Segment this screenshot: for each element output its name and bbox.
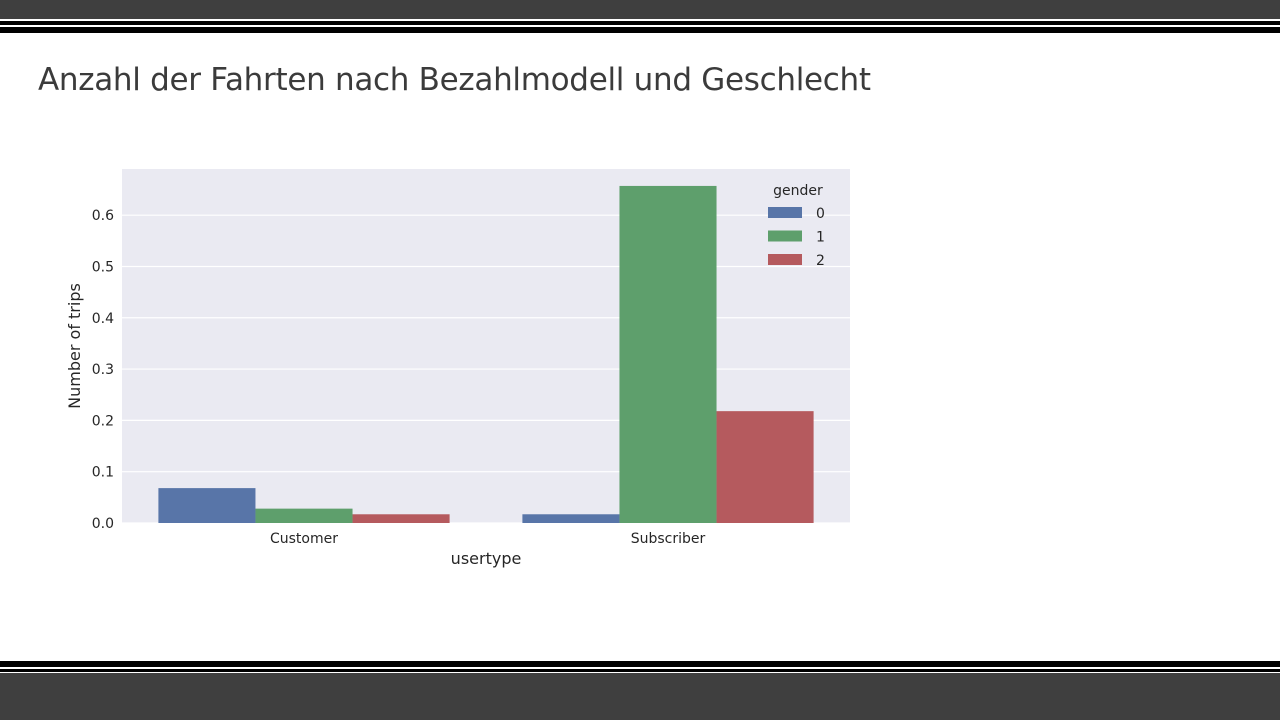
y-tick-label: 0.5 [92,259,114,275]
x-axis-ticks: Customer Subscriber [270,531,706,547]
legend-label-0: 0 [816,206,825,222]
legend-swatch-1 [768,230,802,242]
x-tick-label: Subscriber [631,531,706,547]
top-divider-line [0,21,1280,25]
bar-customer-gender-0 [158,488,256,523]
bar-customer-gender-2 [352,514,450,523]
top-divider-line-thick [0,27,1280,33]
y-axis-ticks: 0.0 0.1 0.2 0.3 0.4 0.5 0.6 [92,208,114,532]
y-tick-label: 0.6 [92,208,114,224]
bottom-divider-line [0,669,1280,672]
bar-subscriber-gender-1 [619,185,717,524]
x-axis-label: usertype [451,549,522,568]
top-header-bar [0,0,1280,19]
y-axis-label: Number of trips [65,283,84,409]
legend-title: gender [773,183,823,199]
y-tick-label: 0.3 [92,362,114,378]
y-tick-label: 0.2 [92,413,114,429]
legend-label-2: 2 [816,253,825,269]
y-tick-label: 0.1 [92,465,114,481]
bottom-footer-bar [0,673,1280,720]
y-tick-label: 0.4 [92,311,114,327]
bars [158,185,814,524]
legend: gender 0 1 2 [768,183,825,269]
y-tick-label: 0.0 [92,516,114,532]
x-tick-label: Customer [270,531,338,547]
legend-label-1: 1 [816,230,825,246]
bar-chart: 0.0 0.1 0.2 0.3 0.4 0.5 0.6 Customer Subscriber… [65,169,850,568]
bar-customer-gender-1 [255,508,353,523]
bottom-divider-line-thick [0,661,1280,667]
bar-subscriber-gender-0 [522,514,620,523]
legend-swatch-0 [768,207,802,218]
legend-swatch-2 [768,254,802,265]
slide-title: Anzahl der Fahrten nach Bezahlmodell und… [38,62,871,98]
bar-subscriber-gender-2 [716,411,814,523]
